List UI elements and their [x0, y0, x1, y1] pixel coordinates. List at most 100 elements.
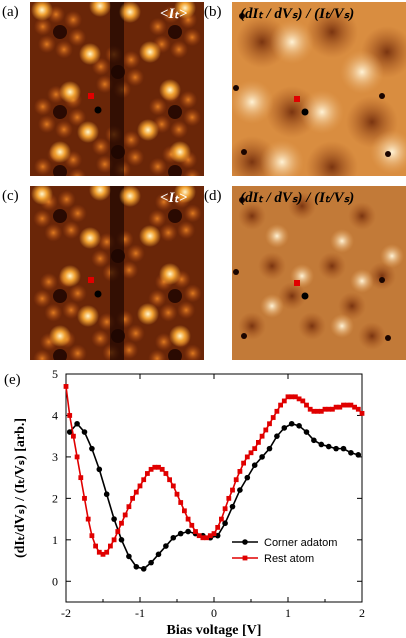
bright-adatom [79, 227, 101, 249]
dark-hole [53, 289, 67, 303]
data-point-rest-atom [285, 394, 291, 400]
data-point-rest-atom [115, 529, 121, 534]
bright-adatom [137, 303, 159, 325]
data-point-corner-adatom [133, 563, 140, 570]
medium-spot [91, 137, 110, 156]
data-point-rest-atom [359, 410, 365, 416]
data-point-corner-adatom [185, 528, 191, 535]
data-point-rest-atom [293, 394, 298, 400]
panel-e-label: (e) [4, 372, 21, 388]
data-point-rest-atom [178, 500, 184, 505]
legend-label: Rest atom [264, 553, 314, 565]
rest-atom-marker [88, 277, 94, 283]
medium-spot [33, 289, 52, 308]
data-point-rest-atom [281, 398, 287, 404]
bright-adatom [49, 141, 71, 163]
defect-dot [233, 269, 239, 275]
medium-spot [183, 108, 202, 127]
medium-spot [158, 175, 166, 176]
bright-domain [330, 229, 354, 253]
data-point-rest-atom [104, 549, 110, 555]
dark-hole [168, 25, 182, 39]
medium-spot [91, 249, 110, 268]
medium-spot [68, 28, 87, 47]
data-point-rest-atom [219, 516, 224, 522]
medium-spot [43, 175, 51, 176]
data-point-rest-atom [185, 516, 191, 522]
data-point-rest-atom [193, 529, 198, 534]
bright-adatom [137, 119, 159, 141]
medium-spot [39, 272, 58, 291]
dark-hole [168, 349, 182, 360]
data-point-rest-atom [270, 415, 276, 420]
panel-d-image [232, 186, 406, 360]
data-point-rest-atom [174, 491, 180, 497]
y-tick-label: 2 [52, 491, 58, 505]
dark-domain [288, 192, 316, 220]
bright-adatom [59, 81, 81, 103]
data-point-rest-atom [96, 549, 102, 555]
rest-atom-marker [294, 280, 300, 286]
data-point-corner-adatom [348, 449, 354, 456]
data-point-rest-atom [355, 406, 361, 412]
bright-domain [260, 140, 304, 176]
corner-adatom-marker [301, 108, 309, 116]
data-point-corner-adatom [155, 551, 162, 558]
data-point-corner-adatom [318, 441, 325, 448]
bright-adatom [119, 2, 141, 23]
bright-adatom [77, 121, 99, 143]
data-point-rest-atom [93, 543, 98, 549]
data-point-corner-adatom [163, 543, 169, 549]
data-point-corner-adatom [303, 429, 310, 435]
data-point-rest-atom [322, 406, 328, 412]
data-point-corner-adatom [89, 445, 95, 452]
legend-marker [242, 539, 248, 545]
dark-domain [348, 202, 376, 230]
data-point-corner-adatom [355, 452, 362, 458]
data-point-rest-atom [248, 450, 254, 456]
data-point-corner-adatom [288, 420, 295, 427]
bright-domain [290, 264, 314, 288]
panel-b-image [232, 2, 406, 176]
medium-spot [68, 344, 87, 360]
data-point-corner-adatom [296, 423, 302, 429]
y-tick-label: 3 [52, 450, 58, 464]
data-point-rest-atom [100, 551, 106, 557]
panel-c-image [30, 186, 204, 360]
dark-row [110, 2, 124, 176]
defect-dot [385, 151, 391, 157]
data-point-rest-atom [211, 531, 217, 536]
bright-adatom [169, 325, 191, 347]
legend-label: Corner adatom [264, 537, 337, 549]
medium-spot [154, 332, 173, 351]
medium-spot [159, 303, 178, 322]
medium-spot [95, 75, 114, 94]
data-point-rest-atom [241, 460, 246, 466]
dark-domain [358, 322, 386, 350]
data-point-corner-adatom [325, 443, 332, 450]
bright-adatom [49, 325, 71, 347]
data-point-corner-adatom [96, 466, 103, 473]
medium-spot [95, 155, 114, 174]
medium-spot [122, 50, 141, 69]
medium-spot [33, 349, 52, 360]
dark-domain [338, 292, 366, 320]
data-point-rest-atom [108, 543, 113, 549]
medium-spot [179, 90, 198, 109]
x-tick-label: 0 [211, 606, 217, 620]
data-point-rest-atom [304, 402, 309, 408]
medium-spot [68, 168, 87, 176]
data-point-rest-atom [233, 477, 239, 483]
medium-spot [126, 68, 145, 87]
medium-spot [126, 324, 145, 343]
bright-domain [340, 50, 384, 94]
legend-marker [242, 555, 248, 561]
data-point-corner-adatom [244, 474, 251, 481]
medium-spot [169, 40, 188, 59]
data-point-rest-atom [311, 408, 317, 414]
medium-spot [33, 97, 52, 116]
bright-domain [232, 80, 274, 124]
x-tick-label: 2 [359, 606, 365, 620]
dark-domain [306, 6, 358, 58]
data-point-rest-atom [182, 508, 187, 514]
